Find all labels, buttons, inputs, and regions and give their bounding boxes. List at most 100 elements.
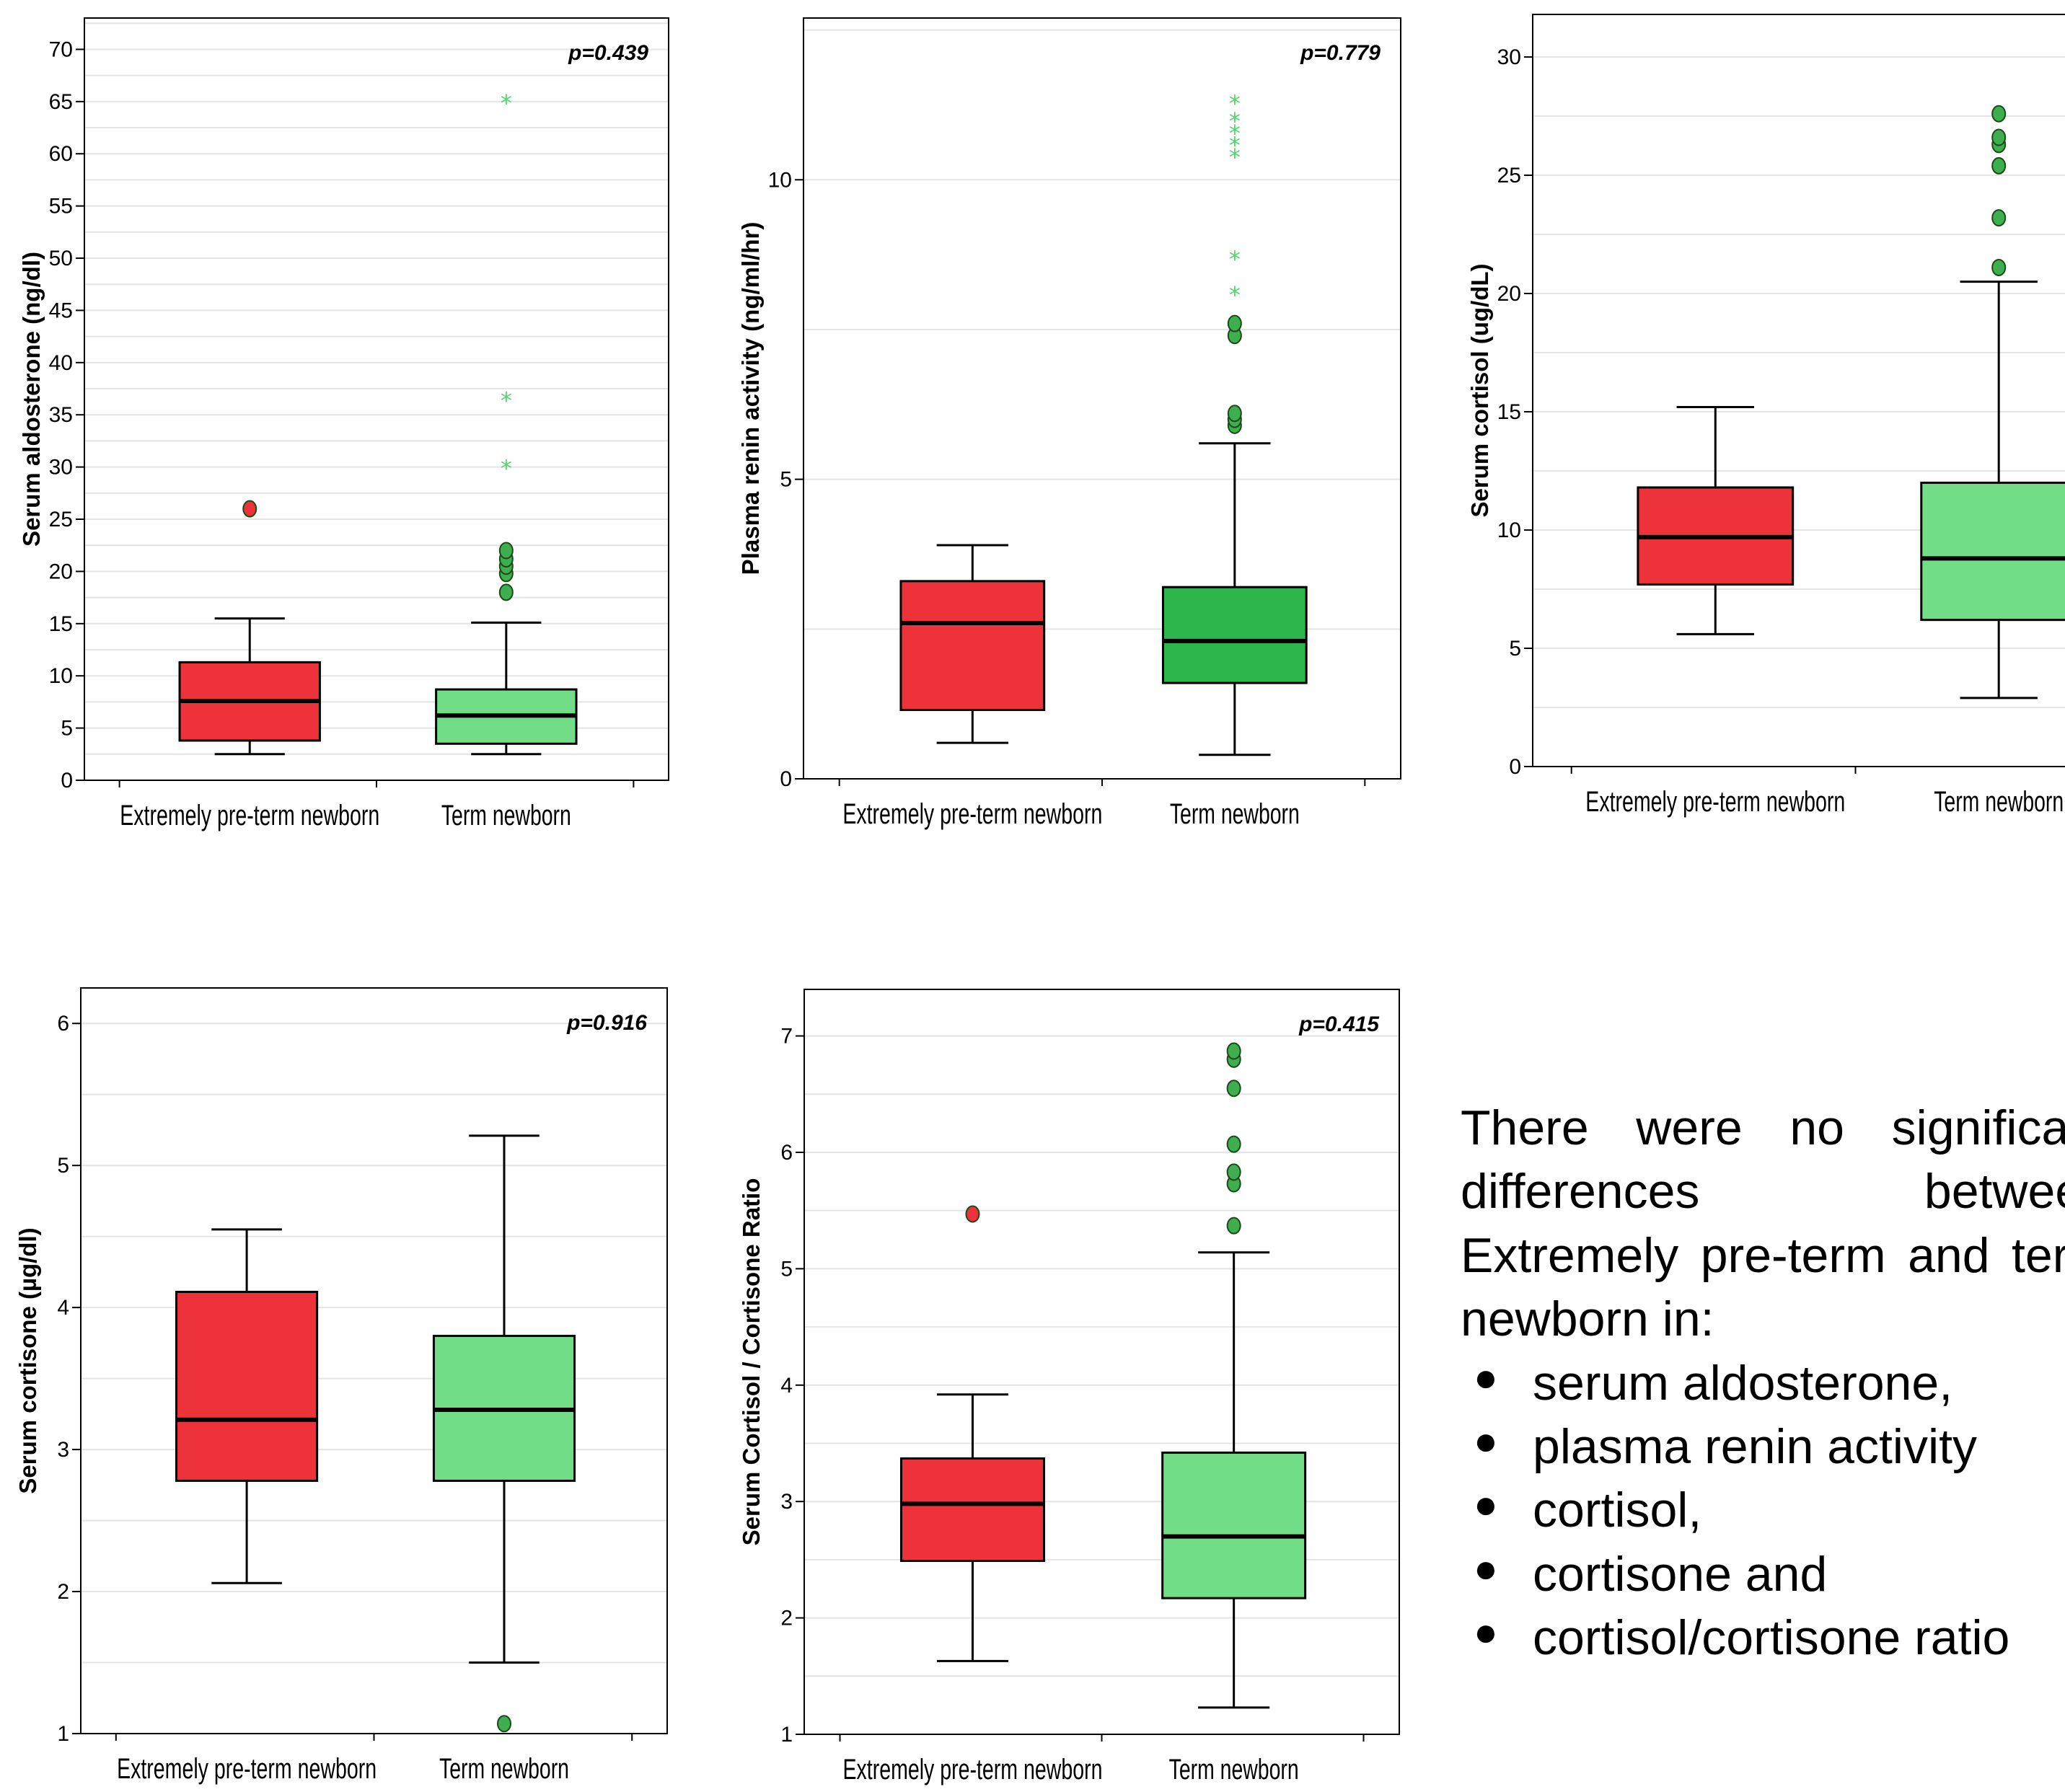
bullet-icon: ● <box>1474 1609 1498 1655</box>
extreme-point: * <box>1229 144 1241 171</box>
y-tick-label: 35 <box>49 403 73 427</box>
y-tick-label: 10 <box>768 168 792 192</box>
outlier-point <box>1991 209 2007 227</box>
x-category-label: Term newborn <box>1170 798 1300 830</box>
summary-item: ● cortisol/cortisone ratio <box>1461 1606 2065 1669</box>
y-tick-label: 7 <box>780 1025 793 1049</box>
y-tick-label: 25 <box>49 508 73 531</box>
y-tick-label: 5 <box>61 717 73 741</box>
y-tick-label: 6 <box>780 1141 793 1165</box>
extreme-point: * <box>501 89 512 117</box>
summary-item: ● cortisone and <box>1461 1542 2065 1606</box>
y-tick-label: 0 <box>1509 755 1521 779</box>
p-value-label: p=0.415 <box>1298 1012 1380 1036</box>
y-axis-label: Serum cortisol (ug/dL) <box>1466 263 1493 517</box>
y-axis-label: Serum cortisone (µg/dl) <box>14 1227 41 1493</box>
outlier-point <box>1227 405 1242 423</box>
plot-frame <box>1532 14 2065 767</box>
summary-list: ● serum aldosterone, ● plasma renin activi… <box>1461 1351 2065 1670</box>
y-tick-label: 65 <box>49 90 73 114</box>
summary-intro: There were no significant differences be… <box>1461 1100 2065 1347</box>
y-tick-label: 4 <box>57 1296 69 1320</box>
y-tick-label: 20 <box>1497 282 1521 306</box>
y-tick-label: 6 <box>57 1012 69 1036</box>
summary-item-text: cortisone and <box>1533 1546 1828 1602</box>
y-tick-label: 30 <box>49 456 73 480</box>
outlier-point <box>1991 128 2007 146</box>
x-category-label: Extremely pre-term newborn <box>117 1753 377 1785</box>
y-tick-label: 15 <box>1497 400 1521 424</box>
y-tick-label: 0 <box>780 767 792 791</box>
extreme-point: * <box>1229 131 1241 159</box>
extreme-point: * <box>1229 120 1241 147</box>
outlier-point <box>1227 314 1242 332</box>
y-tick-label: 15 <box>49 612 73 636</box>
y-tick-label: 4 <box>780 1374 793 1398</box>
plot-frame <box>803 17 1401 780</box>
y-tick-label: 60 <box>49 142 73 166</box>
summary-item-text: serum aldosterone, <box>1533 1355 1953 1411</box>
summary-text: There were no significant differences be… <box>1461 1096 2065 1670</box>
p-value-label: p=0.916 <box>566 1011 647 1035</box>
summary-item-text: plasma renin activity <box>1533 1418 1978 1474</box>
plot-frame <box>80 987 668 1734</box>
bullet-icon: ● <box>1474 1481 1498 1527</box>
outlier-point <box>1226 1217 1241 1235</box>
x-category-label: Term newborn <box>1169 1754 1299 1786</box>
bullet-icon: ● <box>1474 1354 1498 1400</box>
box-iqr <box>1161 1451 1307 1599</box>
summary-item: ● plasma renin activity <box>1461 1415 2065 1478</box>
outlier-point <box>498 583 514 601</box>
box-iqr <box>1920 481 2065 622</box>
y-tick-label: 55 <box>49 195 73 219</box>
y-axis-label: Serum aldosterone (ng/dl) <box>18 252 45 547</box>
y-tick-label: 1 <box>57 1722 69 1746</box>
summary-item-text: cortisol/cortisone ratio <box>1533 1610 2010 1666</box>
y-tick-label: 40 <box>49 351 73 375</box>
renin-boxplot: 0 5 10 Plasma renin activity (ng/ml/hr) p=0.… <box>737 17 1401 830</box>
plot-frame <box>84 17 669 781</box>
x-category-label: Extremely pre-term newborn <box>842 1754 1102 1786</box>
outlier-point <box>1226 1042 1241 1060</box>
extreme-point: * <box>501 455 512 482</box>
y-tick-label: 5 <box>780 1257 793 1281</box>
y-tick-label: 2 <box>57 1580 69 1604</box>
y-tick-label: 30 <box>1497 45 1521 69</box>
y-tick-label: 20 <box>49 560 73 583</box>
outlier-point <box>496 1715 511 1733</box>
y-tick-label: 5 <box>780 468 792 492</box>
summary-item: ● cortisol, <box>1461 1478 2065 1542</box>
x-category-label: Term newborn <box>441 800 571 831</box>
extreme-point: * <box>1229 281 1241 309</box>
y-tick-label: 2 <box>780 1607 793 1630</box>
x-category-label: Extremely pre-term newborn <box>1585 786 1845 818</box>
y-tick-label: 25 <box>1497 164 1521 187</box>
aldosterone-boxplot: 0 5 10 15 20 25 30 35 40 45 50 55 60 65 70 Serum aldost… <box>18 17 669 831</box>
x-category-label: Term newborn <box>439 1753 569 1785</box>
extreme-point: * <box>1229 107 1241 135</box>
y-tick-label: 3 <box>57 1438 69 1462</box>
extreme-point: * <box>1229 245 1241 273</box>
summary-item: ● serum aldosterone, <box>1461 1351 2065 1415</box>
x-category-label: Term newborn <box>1934 786 2064 818</box>
y-axis-label: Serum Cortisol / Cortisone Ratio <box>738 1178 765 1546</box>
outlier-point <box>1226 1080 1241 1098</box>
outlier-point <box>1991 258 2007 276</box>
cortisone-boxplot: 1 2 3 4 5 6 Serum cortisone (µg/dl) p=0.916 Extr… <box>14 987 668 1785</box>
p-value-label: p=0.779 <box>1300 41 1381 65</box>
bullet-icon: ● <box>1474 1417 1498 1463</box>
y-tick-label: 70 <box>49 37 73 61</box>
p-value-label: p=0.439 <box>568 41 648 65</box>
y-tick-label: 0 <box>61 769 73 793</box>
y-tick-label: 1 <box>780 1723 793 1747</box>
y-tick-label: 5 <box>1509 637 1521 661</box>
y-tick-label: 3 <box>780 1490 793 1514</box>
y-tick-label: 10 <box>1497 518 1521 542</box>
outlier-point <box>498 542 514 560</box>
y-tick-label: 10 <box>49 664 73 688</box>
y-axis-label: Plasma renin activity (ng/ml/hr) <box>737 222 764 575</box>
outlier-point <box>1226 1163 1241 1181</box>
x-category-label: Extremely pre-term newborn <box>842 798 1102 830</box>
box-iqr <box>175 1290 319 1482</box>
